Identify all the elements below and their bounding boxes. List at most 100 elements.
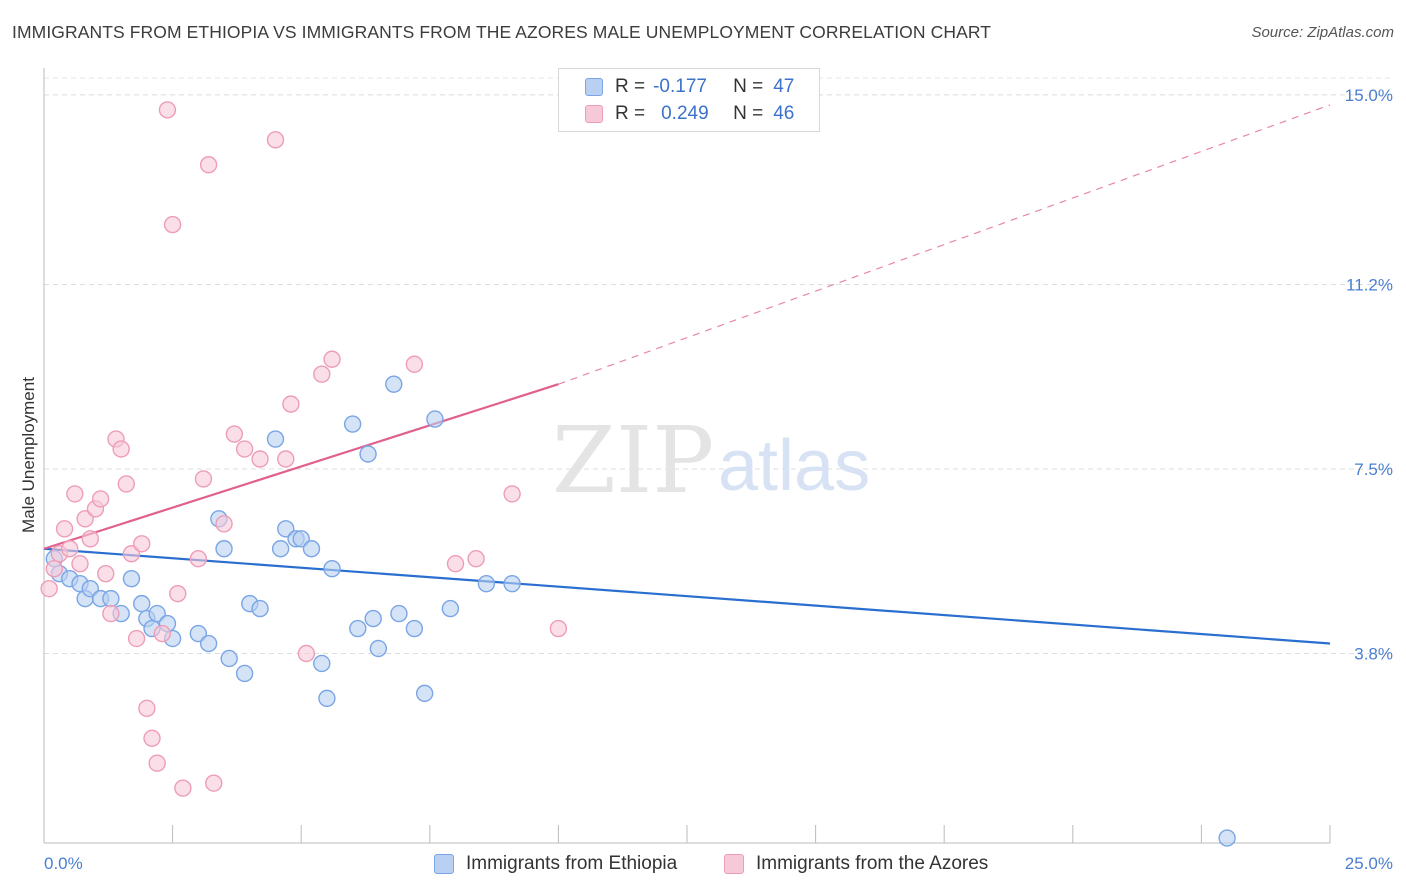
axis-layer bbox=[43, 68, 1331, 844]
point-ethiopia bbox=[426, 410, 444, 428]
point-azores bbox=[163, 215, 182, 234]
point-ethiopia bbox=[313, 654, 331, 673]
point-azores bbox=[40, 579, 58, 598]
point-ethiopia bbox=[302, 540, 321, 558]
point-azores bbox=[189, 550, 208, 568]
point-azores bbox=[91, 490, 110, 508]
point-azores bbox=[148, 754, 166, 772]
trend-line-azores bbox=[43, 383, 559, 550]
point-azores bbox=[266, 131, 285, 149]
legend-r-value: 0.249 bbox=[661, 103, 709, 124]
point-ethiopia bbox=[251, 599, 269, 618]
point-azores bbox=[405, 355, 424, 373]
legend-n-label: N = bbox=[733, 103, 764, 124]
point-azores bbox=[45, 560, 63, 578]
point-ethiopia bbox=[102, 589, 120, 608]
point-ethiopia bbox=[369, 639, 388, 658]
point-ethiopia bbox=[343, 415, 362, 433]
point-ethiopia bbox=[122, 569, 141, 588]
point-azores bbox=[97, 564, 115, 583]
trend-layer bbox=[43, 104, 1331, 645]
point-azores bbox=[127, 629, 146, 648]
point-azores bbox=[66, 485, 84, 503]
series-legend-azores: Immigrants from the Azores bbox=[724, 853, 988, 875]
point-azores bbox=[251, 450, 269, 468]
legend-swatch-ethiopia bbox=[585, 78, 603, 96]
x-tick-label: 0.0% bbox=[44, 854, 83, 873]
point-ethiopia bbox=[271, 540, 290, 558]
legend-n-value: 46 bbox=[773, 103, 795, 124]
point-azores bbox=[55, 520, 74, 538]
legend-r-label: R = bbox=[615, 103, 646, 124]
point-azores bbox=[81, 530, 99, 548]
point-azores bbox=[138, 699, 156, 718]
point-azores bbox=[61, 540, 79, 558]
watermark-atlas: atlas bbox=[718, 426, 870, 506]
y-tick-label: 11.2% bbox=[1346, 275, 1393, 294]
point-azores bbox=[205, 774, 223, 792]
point-azores bbox=[225, 425, 244, 443]
point-ethiopia bbox=[235, 664, 254, 683]
y-tick-label: 3.8% bbox=[1354, 644, 1393, 663]
correlation-legend: R = -0.177 N = 47 R = 0.249 N = 46 bbox=[558, 68, 820, 132]
point-ethiopia bbox=[441, 599, 460, 618]
point-azores bbox=[467, 550, 485, 568]
grid-layer bbox=[44, 77, 1392, 654]
watermark: ZIP atlas bbox=[552, 407, 870, 514]
label-layer: 3.8% 7.5% 11.2% 15.0% 0.0% 25.0% bbox=[44, 86, 1393, 873]
point-ethiopia bbox=[385, 375, 403, 393]
point-ethiopia bbox=[133, 594, 151, 613]
point-azores bbox=[235, 440, 254, 458]
x-tick-label: 25.0% bbox=[1345, 854, 1393, 873]
legend-row-azores: R = 0.249 N = 46 bbox=[585, 101, 794, 127]
chart-title: IMMIGRANTS FROM ETHIOPIA VS IMMIGRANTS F… bbox=[12, 22, 992, 42]
legend-swatch-azores bbox=[585, 105, 603, 123]
legend-r-label: R = bbox=[615, 76, 646, 97]
legend-r-value: -0.177 bbox=[653, 76, 707, 97]
point-azores bbox=[313, 365, 331, 383]
y-axis-label: Male Unemployment bbox=[19, 377, 38, 533]
legend-n-value: 47 bbox=[773, 76, 795, 97]
watermark-zip: ZIP bbox=[552, 407, 714, 514]
trend-line-ethiopia bbox=[43, 547, 1331, 645]
trend-line-extension bbox=[558, 104, 1331, 385]
series-swatch-azores bbox=[724, 854, 744, 874]
point-azores bbox=[549, 619, 568, 638]
point-azores bbox=[297, 644, 316, 663]
legend-n-label: N = bbox=[733, 76, 764, 97]
point-ethiopia bbox=[405, 619, 424, 638]
point-ethiopia bbox=[503, 574, 521, 593]
series-legend: Immigrants from Ethiopia Immigrants from… bbox=[0, 850, 1406, 880]
point-azores bbox=[153, 624, 172, 643]
point-azores bbox=[71, 555, 89, 573]
series-label-ethiopia: Immigrants from Ethiopia bbox=[466, 853, 678, 874]
point-layer bbox=[40, 101, 1236, 847]
point-ethiopia bbox=[349, 619, 367, 638]
point-ethiopia bbox=[477, 574, 496, 593]
point-ethiopia bbox=[215, 540, 233, 558]
point-azores bbox=[503, 485, 521, 503]
point-ethiopia bbox=[199, 634, 218, 653]
source-credit: Source: ZipAtlas.com bbox=[1251, 24, 1394, 41]
point-azores bbox=[282, 395, 300, 413]
point-azores bbox=[194, 470, 213, 488]
point-azores bbox=[323, 350, 341, 368]
point-azores bbox=[158, 101, 177, 119]
y-tick-label: 7.5% bbox=[1354, 460, 1393, 479]
point-ethiopia bbox=[1218, 829, 1236, 847]
point-ethiopia bbox=[323, 560, 341, 578]
point-azores bbox=[169, 584, 187, 603]
series-legend-ethiopia: Immigrants from Ethiopia bbox=[434, 853, 677, 875]
point-ethiopia bbox=[415, 684, 434, 703]
point-ethiopia bbox=[266, 430, 285, 448]
point-azores bbox=[215, 515, 233, 533]
point-azores bbox=[133, 535, 151, 553]
series-swatch-ethiopia bbox=[434, 854, 454, 874]
point-azores bbox=[112, 440, 130, 458]
point-ethiopia bbox=[318, 689, 336, 708]
point-azores bbox=[117, 475, 136, 493]
point-ethiopia bbox=[364, 609, 382, 628]
point-azores bbox=[143, 729, 161, 747]
legend-row-ethiopia: R = -0.177 N = 47 bbox=[585, 74, 794, 100]
